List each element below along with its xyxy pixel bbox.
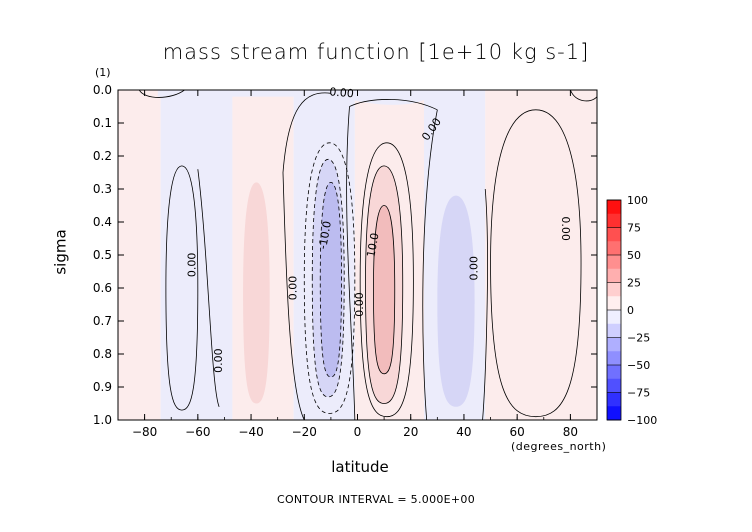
contour-label: -10.0 bbox=[316, 220, 334, 250]
contour-label: 0.00 bbox=[212, 348, 225, 373]
chart-title: mass stream function [1e+10 kg s-1] bbox=[162, 40, 590, 64]
colorbar-label: 25 bbox=[627, 277, 641, 290]
contour-label: 0.00 bbox=[468, 256, 481, 281]
x-tick-label: 0 bbox=[354, 425, 362, 439]
zero-contour bbox=[138, 90, 185, 98]
colorbar-label: 75 bbox=[627, 222, 641, 235]
colorbar-label: −75 bbox=[627, 387, 650, 400]
colorbar-swatch bbox=[607, 268, 621, 283]
cell-fill bbox=[437, 195, 475, 407]
x-tick-label: 80 bbox=[563, 425, 578, 439]
y-tick-label: 1.0 bbox=[93, 413, 112, 427]
zero-contour bbox=[282, 92, 331, 173]
x-tick-label: −20 bbox=[292, 425, 317, 439]
contour-label: 0.00 bbox=[353, 292, 366, 317]
colorbar-swatch bbox=[607, 378, 621, 393]
colorbar-swatch bbox=[607, 241, 621, 256]
contour-label: 0.00 bbox=[329, 85, 355, 100]
x-units-label: (degrees_north) bbox=[511, 440, 607, 453]
zero-contour bbox=[282, 172, 305, 420]
zero-contour bbox=[346, 106, 356, 420]
cell-fill bbox=[490, 109, 582, 418]
colorbar-swatch bbox=[607, 227, 621, 242]
x-tick-label: 20 bbox=[403, 425, 418, 439]
contour-lines bbox=[138, 90, 597, 420]
contour-interval-note: CONTOUR INTERVAL = 5.000E+00 bbox=[276, 493, 476, 506]
cell-fill bbox=[165, 165, 199, 411]
colorbar-swatch bbox=[607, 323, 621, 338]
colorbar-swatch bbox=[607, 310, 621, 325]
y-axis: 0.0 0.1 0.2 0.3 0.4 0.5 0.6 0.7 0.8 0.9 1.0 bbox=[93, 83, 597, 427]
background-band bbox=[118, 90, 161, 420]
y-tick-label: 0.7 bbox=[93, 314, 112, 328]
upper-lobe bbox=[352, 90, 425, 105]
y-tick-label: 0.9 bbox=[93, 380, 112, 394]
colorbar: −100 −75 −50 −25 0 25 50 75 100 bbox=[606, 194, 657, 427]
x-tick-label: 60 bbox=[510, 425, 525, 439]
y-tick-label: 0.8 bbox=[93, 347, 112, 361]
y-tick-label: 0.4 bbox=[93, 215, 112, 229]
x-tick-label: −80 bbox=[132, 425, 157, 439]
zero-contour bbox=[482, 188, 488, 420]
contour-label: 10.0 bbox=[364, 232, 381, 258]
y-tick-label: 0.0 bbox=[93, 83, 112, 97]
cell-fill bbox=[373, 205, 396, 375]
colorbar-swatch bbox=[607, 406, 621, 421]
cell-fill bbox=[243, 182, 270, 404]
y-axis-label: sigma bbox=[51, 229, 70, 275]
colorbar-label: 50 bbox=[627, 249, 641, 262]
y-tick-label: 0.2 bbox=[93, 149, 112, 163]
y-tick-label: 0.6 bbox=[93, 281, 112, 295]
colorbar-label: −50 bbox=[627, 359, 650, 372]
colorbar-swatch bbox=[607, 392, 621, 407]
colorbar-swatch bbox=[607, 365, 621, 380]
x-tick-label: −60 bbox=[185, 425, 210, 439]
contour-label: 0.00 bbox=[186, 253, 199, 278]
y-tick-label: 0.5 bbox=[93, 248, 112, 262]
x-axis-label: latitude bbox=[331, 458, 389, 476]
colorbar-label: 100 bbox=[627, 194, 648, 207]
colorbar-swatch bbox=[607, 351, 621, 366]
y-units-label: (1) bbox=[95, 66, 111, 79]
x-tick-label: −40 bbox=[238, 425, 263, 439]
colorbar-swatch bbox=[607, 255, 621, 270]
zero-contour bbox=[422, 109, 438, 420]
cell-fill bbox=[319, 181, 342, 378]
y-tick-label: 0.1 bbox=[93, 116, 112, 130]
colorbar-swatch bbox=[607, 296, 621, 311]
colorbar-label: −25 bbox=[627, 332, 650, 345]
x-axis: −80 −60 −40 −20 0 20 40 60 80 bbox=[117, 90, 598, 439]
contour-label: 0.00 bbox=[287, 276, 300, 301]
y-tick-label: 0.3 bbox=[93, 182, 112, 196]
colorbar-swatch bbox=[607, 213, 621, 228]
colorbar-swatch bbox=[607, 337, 621, 352]
colorbar-swatch bbox=[607, 282, 621, 297]
x-tick-label: 40 bbox=[456, 425, 471, 439]
contour-label: 0.00 bbox=[559, 216, 572, 241]
colorbar-label: −100 bbox=[627, 414, 657, 427]
colorbar-label: 0 bbox=[627, 304, 634, 317]
zero-contour bbox=[349, 99, 438, 111]
colorbar-swatch bbox=[607, 200, 621, 215]
stream-function-fill bbox=[118, 90, 597, 420]
upper-lobe bbox=[157, 90, 353, 97]
zero-contour bbox=[197, 169, 220, 407]
zero-contour bbox=[570, 90, 597, 102]
